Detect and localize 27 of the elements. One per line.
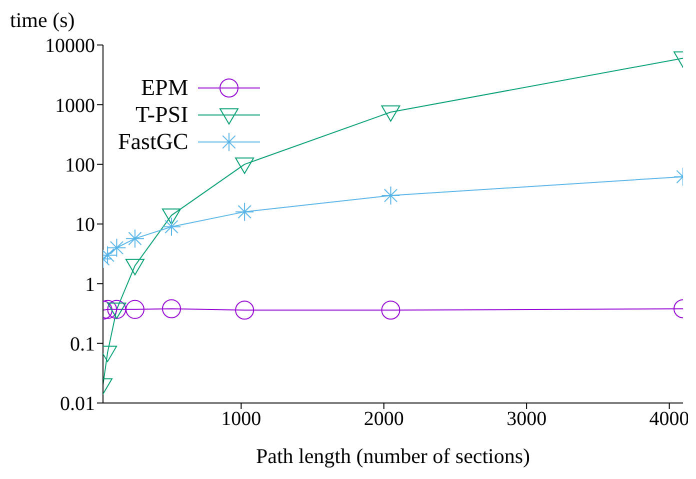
point (107, 238, 126, 258)
point (235, 202, 254, 222)
point (162, 208, 182, 225)
x-axis-title: Path length (number of sections) (256, 444, 530, 468)
point (125, 258, 144, 276)
x-tick-label: 1000 (221, 408, 262, 430)
y-axis-title: time (s) (10, 8, 75, 33)
legend-label: EPM (141, 74, 188, 100)
y-tick-label: 1000 (55, 94, 95, 117)
point (125, 300, 144, 319)
point (235, 300, 254, 320)
y-tick-label: 0.01 (60, 393, 95, 416)
point (162, 217, 182, 236)
point (107, 300, 126, 319)
x-tick-label: 2000 (364, 408, 404, 430)
y-tick-label: 10000 (45, 35, 95, 58)
x-tick-label: 3000 (506, 408, 547, 430)
point (162, 299, 182, 318)
legend-label: FastGC (118, 128, 188, 154)
legend-label: T-PSI (135, 102, 188, 128)
point (107, 302, 126, 319)
point (235, 158, 254, 174)
y-tick-label: 0.1 (70, 333, 95, 356)
y-tick-label: 100 (65, 154, 95, 176)
y-tick-label: 1 (85, 274, 95, 296)
y-tick-label: 10 (75, 214, 95, 236)
point (125, 229, 144, 248)
